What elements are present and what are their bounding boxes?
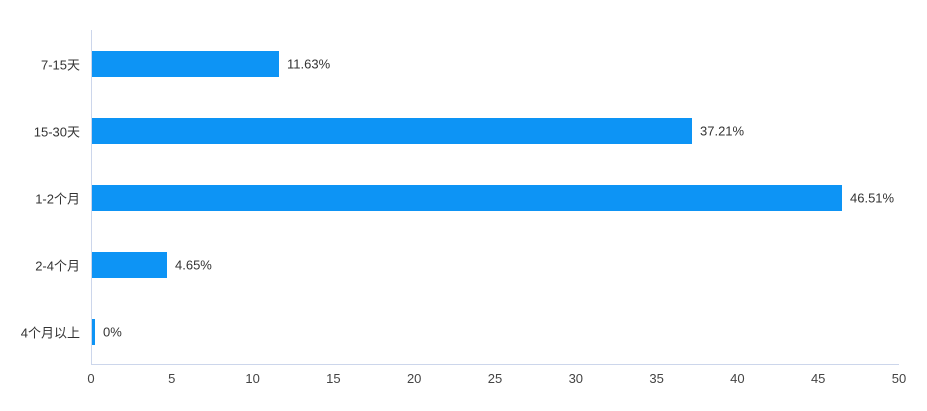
value-label: 37.21% — [700, 123, 745, 138]
value-label: 11.63% — [287, 56, 331, 71]
chart-row: 1-2个月 46.51% — [35, 164, 899, 231]
value-label: 46.51% — [850, 190, 895, 205]
x-tick-label: 30 — [568, 371, 584, 386]
chart-row: 2-4个月 4.65% — [35, 231, 899, 298]
x-tick-label: 40 — [730, 371, 745, 386]
x-tick-label: 20 — [406, 371, 422, 386]
bar[interactable] — [92, 184, 842, 211]
x-tick-label: 0 — [87, 371, 95, 386]
category-label: 15-30天 — [33, 124, 80, 139]
value-label: 4.65% — [175, 257, 212, 272]
chart-row: 7-15天 11.63% — [41, 30, 899, 97]
x-tick-label: 50 — [891, 371, 907, 386]
x-tick-label: 5 — [168, 371, 176, 386]
category-label: 1-2个月 — [35, 191, 80, 206]
x-tick-label: 10 — [245, 371, 260, 386]
x-tick-label: 45 — [810, 371, 826, 386]
plot-area: 7-15天 11.63% 15-30天 37.21% 1-2个月 46.51% 2-4个月 4… — [21, 30, 899, 365]
chart-row: 4个月以上 0% — [21, 298, 899, 365]
x-tick-label: 15 — [326, 371, 341, 386]
bar[interactable] — [92, 117, 692, 144]
bar[interactable] — [92, 251, 167, 278]
category-label: 4个月以上 — [20, 325, 80, 340]
value-label: 0% — [103, 324, 122, 339]
x-tick-label: 25 — [487, 371, 503, 386]
category-label: 7-15天 — [40, 57, 80, 72]
x-tick-label: 35 — [649, 371, 664, 386]
category-label: 2-4个月 — [35, 258, 80, 273]
chart-row: 15-30天 37.21% — [34, 97, 899, 164]
bar[interactable] — [92, 50, 279, 77]
bar[interactable] — [92, 318, 95, 345]
x-axis-tick-labels: 0 5 10 15 20 25 30 35 40 45 50 — [87, 371, 906, 391]
